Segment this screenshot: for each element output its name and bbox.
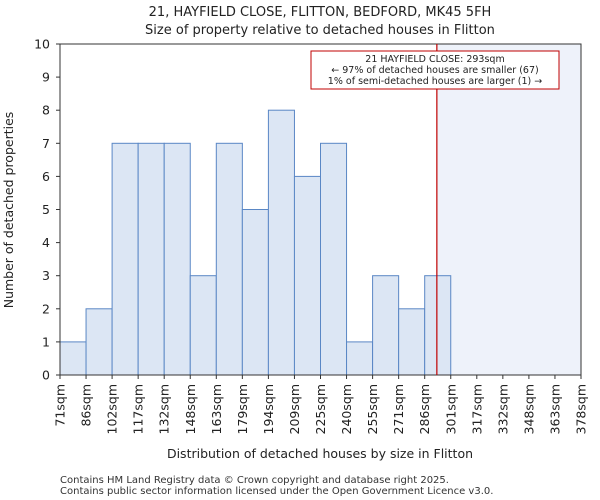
annotation-line-2: ← 97% of detached houses are smaller (67… bbox=[331, 65, 538, 76]
y-tick-label: 8 bbox=[42, 103, 50, 118]
bar-179sqm bbox=[241, 209, 269, 376]
y-axis-label: Number of detached properties bbox=[1, 112, 16, 309]
bar-194sqm bbox=[267, 109, 295, 376]
x-tick-label: 102sqm bbox=[105, 384, 120, 434]
y-tick-label: 7 bbox=[42, 136, 50, 151]
bar-86sqm bbox=[85, 308, 113, 376]
x-tick-label: 317sqm bbox=[469, 384, 484, 434]
y-tick-label: 5 bbox=[42, 202, 50, 217]
x-tick-label: 163sqm bbox=[209, 384, 224, 434]
bar-117sqm bbox=[137, 142, 165, 376]
chart-title: 21, HAYFIELD CLOSE, FLITTON, BEDFORD, MK… bbox=[149, 5, 492, 20]
x-tick-label: 209sqm bbox=[287, 384, 302, 434]
x-tick-label: 132sqm bbox=[157, 384, 172, 434]
bar-71sqm bbox=[59, 341, 87, 376]
bar-240sqm bbox=[346, 341, 374, 376]
y-tick-label: 1 bbox=[42, 334, 50, 349]
bar-148sqm bbox=[189, 275, 217, 376]
x-tick-label: 255sqm bbox=[365, 384, 380, 434]
x-tick-label: 225sqm bbox=[313, 384, 328, 434]
annotation-line-3: 1% of semi-detached houses are larger (1… bbox=[328, 76, 542, 87]
y-tick-label: 3 bbox=[42, 268, 50, 283]
footer-line-1: Contains HM Land Registry data © Crown c… bbox=[60, 475, 449, 486]
y-tick-label: 2 bbox=[42, 301, 50, 316]
x-axis-label: Distribution of detached houses by size … bbox=[167, 446, 473, 461]
x-tick-label: 271sqm bbox=[391, 384, 406, 434]
x-tick-label: 332sqm bbox=[495, 384, 510, 434]
bar-286sqm bbox=[424, 275, 452, 376]
footer-line-2: Contains public sector information licen… bbox=[60, 486, 493, 497]
x-tick-label: 363sqm bbox=[547, 384, 562, 434]
y-tick-label: 6 bbox=[42, 169, 50, 184]
bar-225sqm bbox=[320, 142, 348, 376]
bar-132sqm bbox=[163, 142, 191, 376]
x-tick-label: 86sqm bbox=[79, 384, 94, 427]
y-tick-label: 0 bbox=[42, 368, 50, 383]
x-tick-label: 148sqm bbox=[183, 384, 198, 434]
x-tick-label: 348sqm bbox=[521, 384, 536, 434]
bar-163sqm bbox=[215, 142, 243, 376]
x-tick-label: 301sqm bbox=[443, 384, 458, 434]
annotation-line-1: 21 HAYFIELD CLOSE: 293sqm bbox=[365, 54, 504, 65]
shaded-region bbox=[436, 44, 581, 375]
y-tick-label: 9 bbox=[42, 70, 50, 85]
bar-102sqm bbox=[111, 142, 139, 376]
x-tick-label: 117sqm bbox=[131, 384, 146, 434]
bar-255sqm bbox=[372, 275, 400, 376]
x-tick-label: 71sqm bbox=[53, 384, 68, 427]
y-tick-label: 10 bbox=[34, 37, 50, 52]
bar-209sqm bbox=[293, 175, 322, 376]
x-tick-label: 286sqm bbox=[417, 384, 432, 434]
x-tick-label: 179sqm bbox=[235, 384, 250, 434]
annotation-box bbox=[310, 50, 560, 90]
x-tick-label: 194sqm bbox=[261, 384, 276, 434]
x-tick-label: 378sqm bbox=[574, 384, 589, 434]
x-tick-label: 240sqm bbox=[339, 384, 354, 434]
bar-271sqm bbox=[398, 308, 426, 376]
y-tick-label: 4 bbox=[42, 235, 50, 250]
chart-subtitle: Size of property relative to detached ho… bbox=[145, 23, 495, 38]
